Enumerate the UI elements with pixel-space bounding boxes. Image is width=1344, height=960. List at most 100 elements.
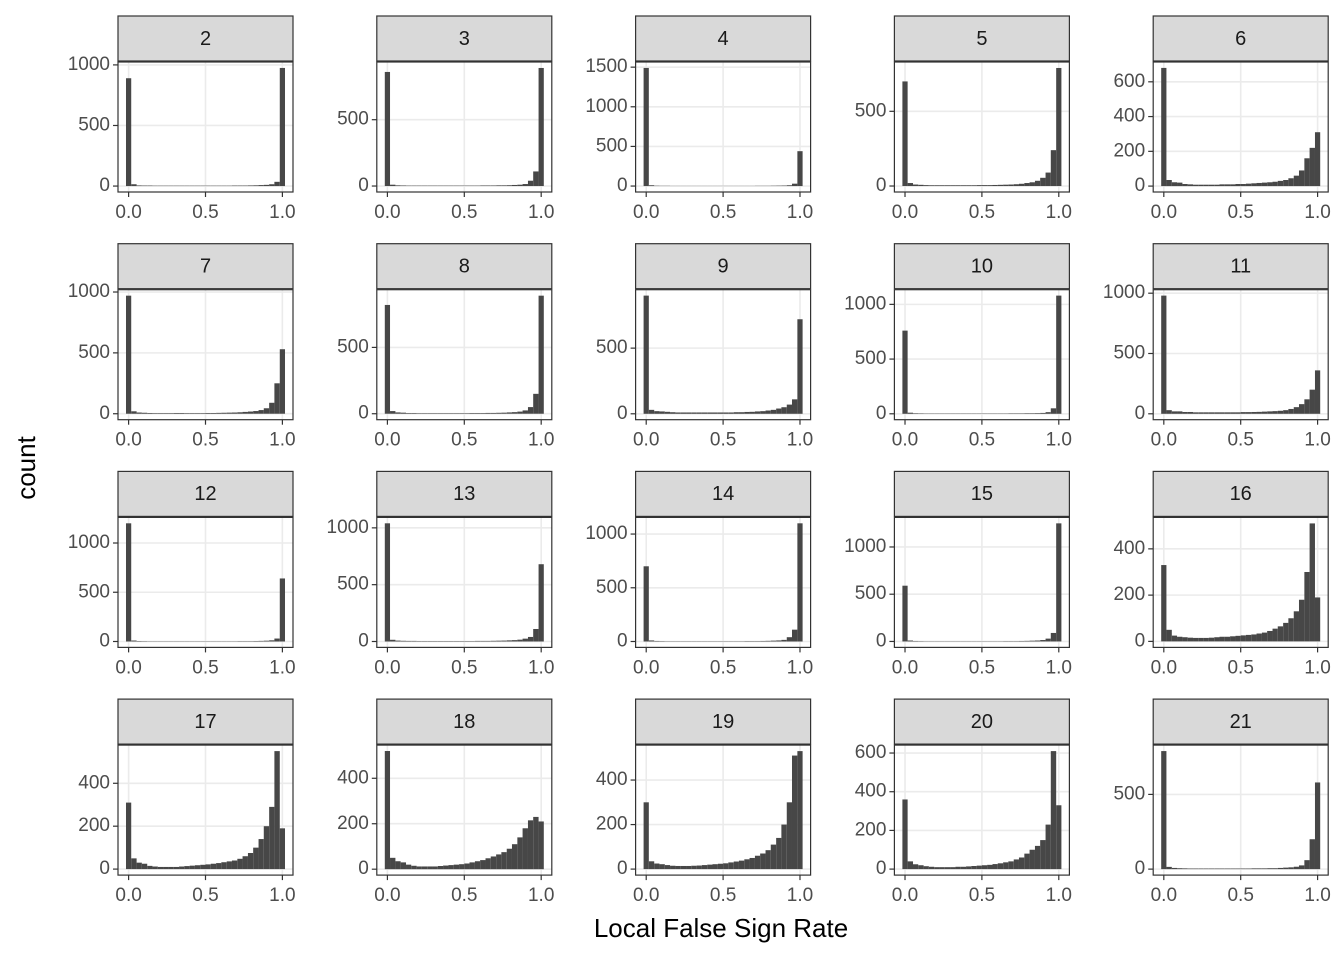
bar xyxy=(1171,182,1178,187)
bar xyxy=(1314,132,1321,187)
bar xyxy=(1029,640,1035,642)
x-tick-label: 0.5 xyxy=(710,657,736,678)
bar xyxy=(1277,867,1284,870)
bar xyxy=(754,855,761,870)
bar xyxy=(453,413,460,414)
bar xyxy=(247,411,254,414)
bar xyxy=(1171,635,1178,642)
bar xyxy=(1293,866,1299,870)
bar xyxy=(786,637,792,642)
bar xyxy=(131,640,137,642)
strip-label: 5 xyxy=(976,28,987,50)
strip-label: 17 xyxy=(194,711,216,733)
x-tick-label: 0.5 xyxy=(192,430,218,451)
bar xyxy=(216,863,222,870)
bar xyxy=(913,413,919,414)
x-tick-label: 0.0 xyxy=(892,885,918,906)
bar xyxy=(987,864,993,870)
bar xyxy=(1045,824,1051,870)
bar xyxy=(538,295,544,414)
x-tick-label: 0.0 xyxy=(115,202,141,223)
bar xyxy=(200,413,206,414)
panel-border xyxy=(376,744,553,876)
bar xyxy=(400,862,407,870)
bar xyxy=(237,412,243,414)
strip xyxy=(634,470,812,517)
bar xyxy=(981,865,988,870)
bar xyxy=(432,866,438,870)
bar xyxy=(469,862,475,870)
strip xyxy=(1152,243,1329,290)
x-tick-label: 0.0 xyxy=(1151,657,1177,678)
x-tick-label: 1.0 xyxy=(1046,657,1072,678)
bar xyxy=(496,412,502,414)
bar xyxy=(1251,183,1257,187)
strip xyxy=(893,470,1071,517)
bar xyxy=(744,411,750,414)
bar xyxy=(797,523,803,642)
bar xyxy=(797,319,803,414)
x-tick-label: 0.0 xyxy=(633,202,659,223)
bar xyxy=(221,412,227,414)
bar xyxy=(533,393,539,414)
bar xyxy=(1256,182,1262,187)
bar xyxy=(776,837,782,870)
bar xyxy=(216,412,222,414)
bar xyxy=(1018,857,1025,870)
y-tick-label: 0 xyxy=(1135,858,1146,879)
bar xyxy=(1277,410,1284,414)
panel-border xyxy=(893,61,1071,193)
bar xyxy=(1267,182,1273,187)
bar xyxy=(717,412,724,414)
bar xyxy=(1240,412,1246,414)
bar xyxy=(1050,751,1057,870)
bar xyxy=(125,802,132,870)
bar xyxy=(136,185,142,187)
bar xyxy=(691,412,697,414)
x-tick-label: 0.5 xyxy=(451,885,477,906)
x-tick-label: 0.0 xyxy=(633,430,659,451)
bar xyxy=(1050,150,1057,187)
strip xyxy=(376,243,553,290)
y-tick-label: 200 xyxy=(1113,140,1145,161)
bar xyxy=(701,412,708,414)
bar xyxy=(1182,411,1188,414)
x-tick-label: 0.0 xyxy=(892,430,918,451)
panel-border xyxy=(634,289,812,421)
bar xyxy=(506,412,512,414)
y-tick-label: 400 xyxy=(855,781,887,802)
bar xyxy=(464,863,470,870)
panel-border xyxy=(117,744,294,876)
bar xyxy=(1251,634,1257,642)
bar xyxy=(1003,184,1009,187)
x-tick-label: 1.0 xyxy=(269,202,295,223)
strip-label: 8 xyxy=(459,255,470,277)
bar xyxy=(263,640,270,642)
y-tick-label: 500 xyxy=(855,348,887,369)
bar xyxy=(781,824,787,870)
bar xyxy=(1283,410,1289,414)
bar xyxy=(147,865,153,870)
bar xyxy=(406,413,412,414)
x-tick-label: 1.0 xyxy=(269,885,295,906)
panel-border xyxy=(893,289,1071,421)
bar xyxy=(258,839,264,870)
x-tick-label: 0.5 xyxy=(969,657,995,678)
bar xyxy=(522,638,528,642)
bar xyxy=(992,184,998,187)
bar xyxy=(939,867,945,870)
bar xyxy=(1008,184,1014,187)
bar xyxy=(733,861,739,870)
strip xyxy=(376,470,553,517)
panel-border xyxy=(893,516,1071,649)
bar xyxy=(269,184,275,187)
bar xyxy=(1309,389,1315,414)
bar xyxy=(1208,184,1215,187)
panel-border xyxy=(117,61,294,193)
bar xyxy=(474,413,481,414)
bar xyxy=(1304,571,1310,642)
bar xyxy=(511,412,518,414)
bar xyxy=(1235,184,1241,187)
panel-border xyxy=(1152,516,1329,649)
bar xyxy=(1029,849,1035,870)
